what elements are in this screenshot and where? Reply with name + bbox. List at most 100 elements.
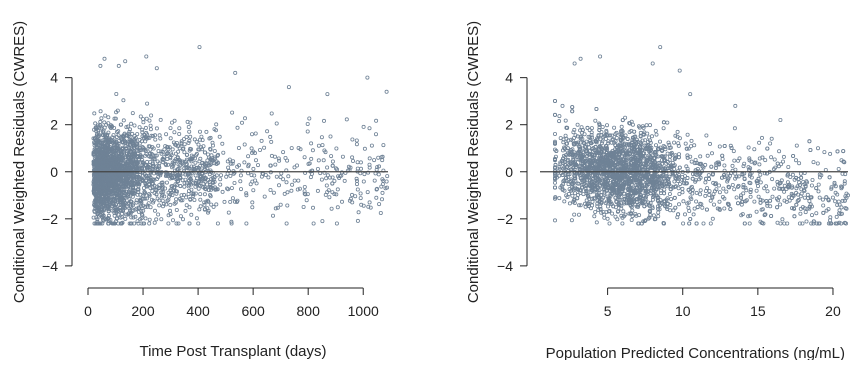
- data-point: [275, 122, 278, 125]
- data-point: [115, 92, 118, 95]
- data-point: [250, 133, 253, 136]
- data-point: [249, 183, 252, 186]
- data-point: [362, 125, 365, 128]
- data-point: [758, 141, 761, 144]
- data-point: [333, 179, 336, 182]
- data-point: [163, 148, 166, 151]
- data-point: [655, 133, 658, 136]
- data-point: [287, 86, 290, 89]
- data-point: [326, 93, 329, 96]
- data-point: [218, 135, 221, 138]
- data-point: [373, 179, 376, 182]
- data-point: [673, 196, 676, 199]
- data-point: [782, 155, 785, 158]
- data-point: [805, 220, 808, 223]
- data-point: [708, 193, 711, 196]
- data-point: [815, 212, 818, 215]
- data-point: [633, 130, 636, 133]
- data-point: [210, 203, 213, 206]
- data-point: [144, 126, 147, 129]
- data-point: [155, 67, 158, 70]
- data-point: [837, 167, 840, 170]
- data-point: [812, 222, 815, 225]
- data-point: [757, 195, 760, 198]
- data-point: [699, 193, 702, 196]
- data-point: [363, 173, 366, 176]
- data-point: [607, 142, 610, 145]
- data-point: [198, 46, 201, 49]
- data-point: [701, 206, 704, 209]
- data-point: [171, 148, 174, 151]
- data-point: [621, 222, 624, 225]
- data-point: [158, 134, 161, 137]
- data-point: [219, 174, 222, 177]
- data-point: [731, 164, 734, 167]
- data-point: [247, 155, 250, 158]
- data-point: [213, 149, 216, 152]
- data-point: [270, 140, 273, 143]
- data-point: [630, 218, 633, 221]
- data-point: [695, 191, 698, 194]
- data-point: [157, 144, 160, 147]
- data-point: [608, 222, 611, 225]
- data-point: [747, 146, 750, 149]
- data-point: [311, 206, 314, 209]
- data-point: [343, 179, 346, 182]
- data-point: [284, 156, 287, 159]
- data-point: [771, 195, 774, 198]
- y-tick-label: −2: [42, 211, 58, 227]
- data-point: [709, 222, 712, 225]
- data-point: [168, 209, 171, 212]
- data-point: [663, 188, 666, 191]
- data-point: [763, 187, 766, 190]
- data-point: [606, 205, 609, 208]
- data-point: [678, 183, 681, 186]
- data-point: [160, 218, 163, 221]
- data-point: [103, 57, 106, 60]
- data-point: [843, 180, 846, 183]
- data-point: [285, 181, 288, 184]
- data-point: [605, 124, 608, 127]
- data-point: [355, 183, 358, 186]
- data-point: [670, 198, 673, 201]
- data-point: [594, 119, 597, 122]
- data-point: [149, 206, 152, 209]
- data-point: [169, 137, 172, 140]
- data-point: [373, 159, 376, 162]
- data-point: [254, 132, 257, 135]
- y-axis-label: Conditional Weighted Residuals (CWRES): [11, 21, 28, 303]
- data-point: [159, 137, 162, 140]
- data-point: [764, 159, 767, 162]
- data-point: [668, 192, 671, 195]
- data-point: [601, 125, 604, 128]
- data-point: [341, 155, 344, 158]
- data-point: [368, 127, 371, 130]
- data-point: [749, 195, 752, 198]
- data-point: [776, 206, 779, 209]
- data-point: [240, 121, 243, 124]
- data-point: [178, 127, 181, 130]
- data-point: [205, 130, 208, 133]
- data-point: [756, 185, 759, 188]
- data-point: [290, 147, 293, 150]
- data-point: [816, 162, 819, 165]
- data-point: [594, 210, 597, 213]
- data-point: [357, 211, 360, 214]
- data-point: [718, 145, 721, 148]
- data-point: [366, 191, 369, 194]
- data-point: [182, 138, 185, 141]
- data-point: [226, 160, 229, 163]
- data-point: [189, 135, 192, 138]
- data-point: [817, 190, 820, 193]
- data-point: [652, 214, 655, 217]
- data-point: [104, 114, 107, 117]
- data-point: [385, 180, 388, 183]
- data-point: [322, 159, 325, 162]
- data-point: [252, 167, 255, 170]
- data-point: [282, 178, 285, 181]
- data-point: [122, 99, 125, 102]
- data-point: [234, 71, 237, 74]
- data-point: [310, 157, 313, 160]
- data-point: [303, 156, 306, 159]
